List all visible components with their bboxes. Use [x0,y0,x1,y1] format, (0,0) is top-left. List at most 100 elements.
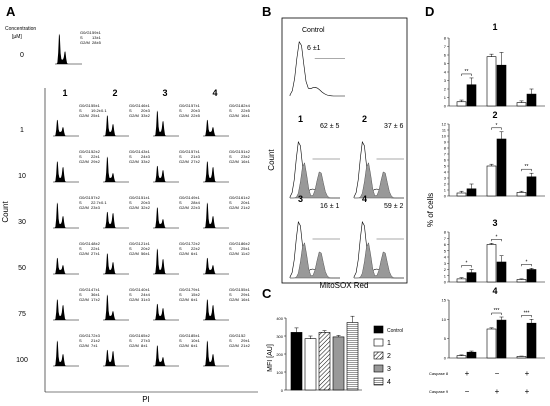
panel-label-b: B [262,4,272,19]
row-label: G2/M [129,205,139,210]
d-ytick-label: 2 [444,182,447,187]
stat-value: 55±1 [91,103,101,108]
row-label: G0/G1 [229,241,242,246]
control-control-outline [289,41,345,97]
d-ytick-label: 11 [442,128,447,133]
histogram [53,119,77,136]
row-label: G0/G1 [179,333,192,338]
d-ytick-label: 6 [444,242,447,247]
c-ytick-label: 100 [276,370,283,375]
stat-value: 52±2 [91,149,101,154]
row-label: S [179,292,182,297]
concentration-label: 30 [18,219,26,226]
d-bar [496,64,507,107]
d-ytick-label: 3 [444,261,447,266]
stat-value: 86±2 [241,241,251,246]
row-label: G0/G1 [129,103,142,108]
stat-value: 11±2 [241,251,250,256]
row-label: S [179,154,182,159]
row-label: G2/M [129,159,139,164]
panel-label-c: C [262,286,272,301]
d-ytick-label: 4 [444,170,447,175]
c-legend-swatch [373,377,384,386]
stat-value: 21±2 [91,338,101,343]
d-bar [466,84,477,107]
d-bar [456,101,467,107]
d-bar [456,355,467,359]
stat-value: 21±2 [241,343,251,348]
stat-value: 48±2 [91,241,101,246]
row-label: G0/G1 [179,195,192,200]
stat-value: 19.2±0.1 [91,108,107,113]
subplot-label: 2 [362,114,367,124]
row-label: G0/G1 [229,287,242,292]
subplot-value: 37 ± 6 [384,123,404,130]
c-bar [290,332,303,391]
row-label: G2/M [179,113,189,118]
control-stat: 13±1 [92,35,102,40]
stat-value: 16±1 [241,159,251,164]
row-label: S [229,108,232,113]
d-bar [516,279,527,283]
d-bar [466,272,477,283]
concentration-label: 1 [20,127,24,134]
row-label: G2/M [229,297,239,302]
d-bar [516,356,527,359]
d-bar [496,261,507,283]
stat-value: 28±4 [191,200,201,205]
histogram [103,115,127,136]
stat-value: 40±1 [141,287,151,292]
d-ytick-label: 12 [442,122,447,127]
histogram [203,119,227,136]
d-subtitle: 3 [492,218,497,228]
concentration-label: 0 [20,52,24,59]
stat-value: 46±1 [141,103,151,108]
c-legend-swatch [373,338,384,347]
row-label: G2/M [229,343,239,348]
histogram [153,303,177,320]
c-ytick-label: 300 [276,334,283,339]
row-label: S [229,292,232,297]
histogram [53,202,77,228]
stat-value: 61±2 [241,195,251,200]
d-ytick-label: 1 [444,188,447,193]
control-stat: 28±5 [92,40,102,45]
c-legend-swatch [373,364,384,373]
histogram [103,253,127,274]
d-sig-mark: ** [465,69,469,75]
d-ytick-label: 8 [444,146,447,151]
row-label: G2/M [229,205,239,210]
stat-value: 22±2 [191,246,201,251]
subplot-value: 59 ± 2 [384,203,404,210]
row-label: G2/M [79,251,89,256]
row-label: S [79,292,82,297]
row-label: S [129,200,132,205]
stat-value: 21±1 [141,241,151,246]
stat-value: 82±4 [241,103,251,108]
panel-d: % of cells 1012345678**20123456789101112… [426,22,545,396]
row-label: G2/M [129,297,139,302]
row-label: S [79,246,82,251]
stat-value: 20±1 [241,200,251,205]
d-ytick-label: 1 [444,95,447,100]
stat-value: 10±1 [191,338,201,343]
stat-value: 23±2 [241,154,251,159]
stat-value: 22±5 [191,113,201,118]
stat-value: 79±1 [191,287,201,292]
concentration-header: Concentration [5,26,36,32]
d-sig-mark: *** [524,310,530,316]
d-ytick-label: 5 [444,248,447,253]
d-sig-mark: * [496,234,498,240]
subplot-3-treated-fill [290,242,340,279]
caspase9-mark: − [465,387,470,396]
stat-value: 23±3 [91,205,101,210]
d-sig-mark: * [466,261,468,267]
d-ytick-label: 6 [444,158,447,163]
d-subtitle: 1 [492,22,497,32]
stat-value: 20±2 [141,246,151,251]
c-bar [318,332,331,391]
d-ytick-label: 2 [444,87,447,92]
stat-value: 22.7±0.1 [91,200,107,205]
row-label: G2/M [179,205,189,210]
c-legend-label: 2 [387,353,391,360]
